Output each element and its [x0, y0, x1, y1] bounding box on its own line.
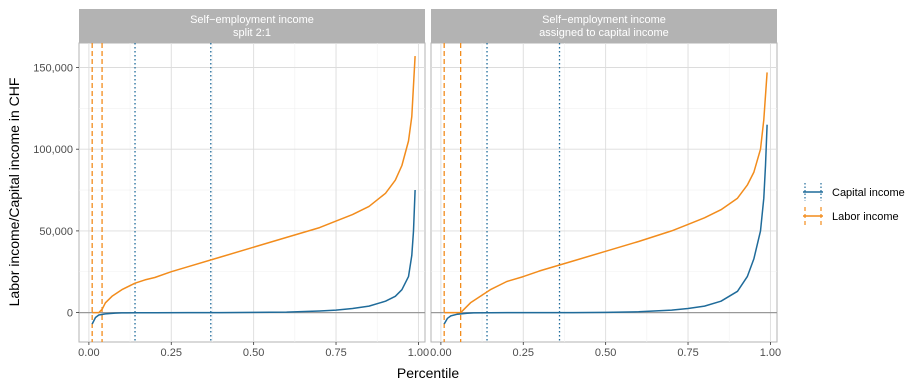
panel-background [430, 42, 778, 343]
panel-strip [79, 9, 425, 43]
capital-income-line [443, 124, 768, 325]
x-tick-label: 0.50 [595, 347, 616, 359]
panel-title-line2: split 2:1 [233, 27, 271, 39]
y-tick-label: 0 [67, 308, 73, 320]
x-tick-label: 0.50 [243, 347, 264, 359]
panel-marks [443, 43, 768, 342]
x-tick-label: 0.00 [78, 347, 99, 359]
panel-title-line2: assigned to capital income [539, 27, 669, 39]
panel-split-2-1: Self−employment income split 2:1 0.00 0.2… [78, 9, 429, 359]
y-tick-labels: 0 50,000 100,000 150,000 [33, 63, 79, 320]
x-tick-label: 1.00 [760, 347, 781, 359]
legend-item-labor-income: Labor income [802, 205, 899, 227]
panel-strip [431, 9, 777, 43]
capital-income-line [91, 189, 416, 325]
x-tick-label: 0.25 [161, 347, 182, 359]
x-tick-label: 1.00 [408, 347, 429, 359]
legend-label-capital: Capital income [832, 187, 905, 199]
y-tick-label: 100,000 [33, 144, 73, 156]
labor-income-line [92, 56, 416, 314]
y-tick-label: 150,000 [33, 63, 73, 75]
labor-income-line [444, 72, 768, 314]
panel-title-line1: Self−employment income [542, 14, 666, 26]
x-tick-label: 0.75 [325, 347, 346, 359]
panel-background [78, 42, 426, 343]
x-tick-label: 0.00 [430, 347, 451, 359]
panel-title-line1: Self−employment income [190, 14, 314, 26]
x-tick-label: 0.75 [677, 347, 698, 359]
legend: Capital income Labor income [802, 181, 905, 227]
legend-label-labor: Labor income [832, 211, 899, 223]
y-tick-label: 50,000 [39, 226, 73, 238]
panel-x-tick-labels: 0.00 0.25 0.50 0.75 1.00 [430, 342, 781, 359]
facet-panels: Self−employment income split 2:1 0.00 0.2… [78, 9, 781, 359]
legend-item-capital-income: Capital income [802, 181, 905, 203]
panel-marks [91, 43, 416, 342]
x-axis-title: Percentile [397, 365, 459, 381]
panel-x-tick-labels: 0.00 0.25 0.50 0.75 1.00 [78, 342, 429, 359]
x-tick-label: 0.25 [513, 347, 534, 359]
panel-assigned-to-capital: Self−employment income assigned to capit… [430, 9, 781, 359]
y-axis-title: Labor income/Capital income in CHF [6, 78, 22, 307]
